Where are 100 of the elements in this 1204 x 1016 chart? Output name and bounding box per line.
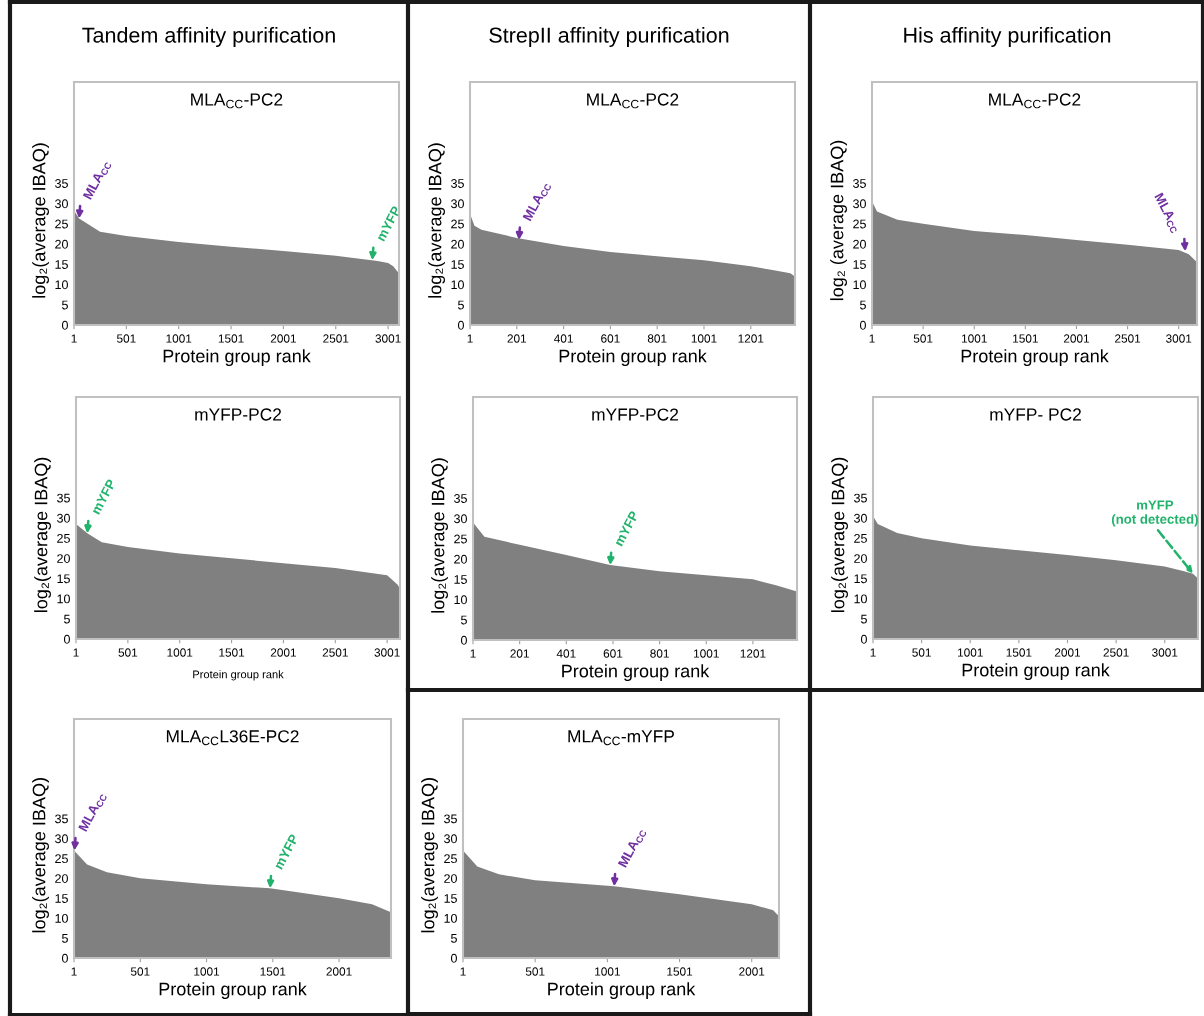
x-axis-title: Protein group rank xyxy=(559,349,707,367)
y-tick-label: 15 xyxy=(55,260,68,269)
y-tick-label: 25 xyxy=(854,533,867,543)
x-tick-label: 801 xyxy=(647,334,667,343)
y-tick-label: 10 xyxy=(451,280,464,290)
text: MLA$_{CC}$-PC2 xyxy=(989,93,1081,109)
annotation: MLA$_{CC}$ xyxy=(522,180,552,223)
annotation: MLA$_{CC}$ xyxy=(78,791,108,833)
x-tick-label: 1001 xyxy=(194,967,220,976)
y-tick-label: 5 xyxy=(61,934,68,943)
y-tick-label: 30 xyxy=(853,199,866,209)
y-tick-label: 10 xyxy=(454,595,467,605)
y-tick-label: 0 xyxy=(61,953,68,963)
y-tick-label: 10 xyxy=(444,913,457,923)
y-tick-label: 15 xyxy=(854,574,867,584)
y-tick-label: 5 xyxy=(450,934,457,943)
text: MLA$_{CC}$-mYFP xyxy=(568,730,674,746)
text: MLA$_{CC}$L36E-PC2 xyxy=(166,730,299,746)
x-tick-label: 2501 xyxy=(1115,334,1141,343)
x-tick-label: 1 xyxy=(467,334,473,343)
x-axis-title: Protein group rank xyxy=(961,349,1109,367)
y-tick-label: 20 xyxy=(854,554,867,563)
y-axis-title: log₂(average IBAQ) xyxy=(428,143,445,298)
y-tick-label: 15 xyxy=(444,894,457,903)
x-axis-title: Protein group rank xyxy=(193,670,284,681)
annotation: mYFP xyxy=(91,478,116,515)
x-tick-label: 501 xyxy=(130,967,150,976)
chart-title: StrepII affinity purification xyxy=(489,26,729,48)
x-tick-label: 1001 xyxy=(167,648,193,657)
y-tick-label: 15 xyxy=(454,575,467,584)
x-tick-label: 2501 xyxy=(322,648,348,657)
x-tick-label: 1501 xyxy=(1006,648,1032,657)
annotation: mYFP xyxy=(376,205,401,242)
x-tick-label: 501 xyxy=(912,648,931,657)
chart-title: His affinity purification xyxy=(904,26,1111,48)
y-tick-label: 0 xyxy=(63,634,70,644)
x-tick-label: 1201 xyxy=(740,649,766,658)
x-tick-label: 2001 xyxy=(326,967,352,976)
x-axis-title: Protein group rank xyxy=(962,663,1110,681)
y-tick-label: 20 xyxy=(55,239,68,249)
x-tick-label: 1501 xyxy=(218,334,244,343)
y-tick-label: 30 xyxy=(57,513,70,523)
y-tick-label: 0 xyxy=(450,953,457,963)
y-tick-label: 5 xyxy=(457,300,464,310)
y-axis-title: log₂(average IBAQ) xyxy=(32,143,49,298)
x-tick-label: 401 xyxy=(556,649,576,658)
y-tick-label: 25 xyxy=(853,219,866,229)
x-tick-label: 3001 xyxy=(375,334,401,343)
x-tick-label: 2501 xyxy=(1103,648,1129,657)
x-tick-label: 1 xyxy=(869,334,875,343)
y-tick-label: 10 xyxy=(854,594,867,604)
chart-title: Tandem affinity purification xyxy=(82,26,335,48)
annotation: MLA$_{CC}$ xyxy=(617,827,648,869)
y-tick-label: 20 xyxy=(444,874,457,883)
y-tick-label: 15 xyxy=(55,894,68,903)
annotation: mYFP xyxy=(273,833,299,870)
y-tick-label: 35 xyxy=(854,493,867,503)
annotation: MLA$_{CC}$ xyxy=(82,159,112,201)
x-tick-label: 3001 xyxy=(1166,334,1192,343)
y-tick-label: 30 xyxy=(55,199,68,209)
y-tick-label: 5 xyxy=(460,615,467,625)
x-tick-label: 501 xyxy=(525,967,545,976)
x-tick-label: 201 xyxy=(507,334,527,343)
x-tick-label: 1001 xyxy=(958,648,983,657)
x-tick-label: 1201 xyxy=(738,334,764,343)
x-tick-label: 1001 xyxy=(962,334,987,343)
y-tick-label: 20 xyxy=(454,554,467,564)
y-tick-label: 20 xyxy=(451,239,464,249)
y-tick-label: 0 xyxy=(61,320,68,330)
x-tick-label: 1 xyxy=(73,648,79,657)
y-tick-label: 15 xyxy=(853,260,866,269)
x-axis-title: Protein group rank xyxy=(548,982,696,1000)
text: mYFP-PC2 xyxy=(195,408,282,421)
x-tick-label: 1001 xyxy=(691,334,717,343)
x-tick-label: 601 xyxy=(603,649,623,658)
y-axis-title: log₂(average IBAQ) xyxy=(431,458,448,613)
x-tick-label: 3001 xyxy=(1152,648,1178,657)
x-axis-title: Protein group rank xyxy=(562,664,710,682)
x-tick-label: 3001 xyxy=(374,648,400,657)
text: MLA$_{CC}$-PC2 xyxy=(587,93,679,109)
y-tick-label: 35 xyxy=(57,493,70,503)
text: mYFP- PC2 xyxy=(990,408,1081,421)
x-tick-label: 1 xyxy=(71,967,77,976)
y-tick-label: 15 xyxy=(57,574,70,584)
y-tick-label: 0 xyxy=(859,320,866,330)
y-tick-label: 0 xyxy=(460,635,467,645)
y-tick-label: 35 xyxy=(55,179,68,188)
y-tick-label: 15 xyxy=(451,260,464,269)
x-tick-label: 1501 xyxy=(1013,334,1038,343)
annotation: mYFP (not detected) xyxy=(1111,500,1198,527)
x-tick-label: 401 xyxy=(554,334,573,343)
x-tick-label: 801 xyxy=(650,649,669,658)
y-axis-title: log₂(average IBAQ) xyxy=(421,778,438,933)
y-tick-label: 25 xyxy=(451,219,464,229)
y-tick-label: 0 xyxy=(457,320,464,330)
y-tick-label: 0 xyxy=(860,634,867,644)
y-axis-title: log₂(average IBAQ) xyxy=(32,778,49,933)
y-tick-label: 5 xyxy=(859,300,866,310)
y-tick-label: 30 xyxy=(451,199,464,209)
x-tick-label: 501 xyxy=(116,334,136,343)
